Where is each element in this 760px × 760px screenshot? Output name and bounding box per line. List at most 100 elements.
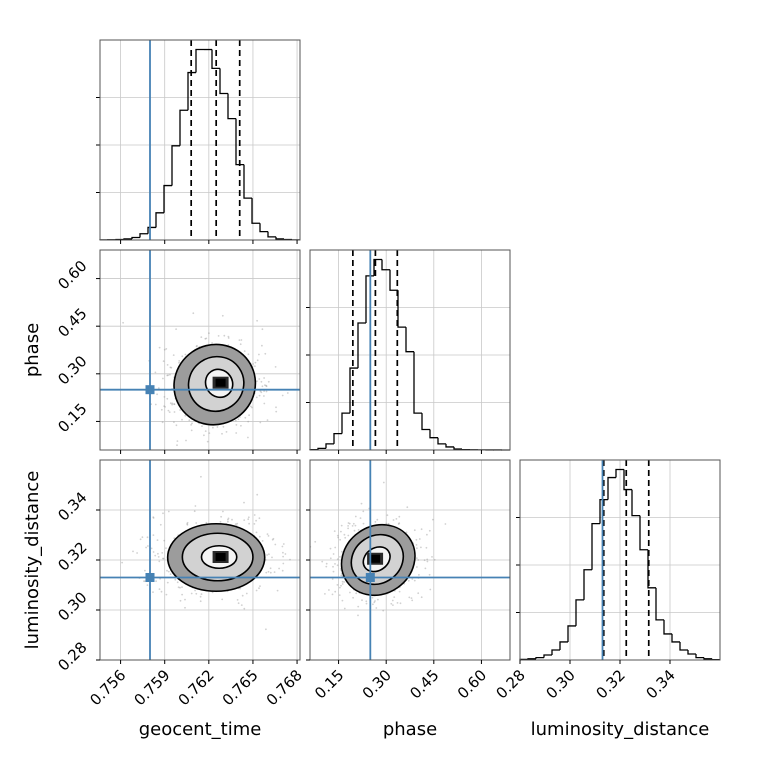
scatter-point bbox=[382, 609, 385, 612]
hist-panel-luminosity-distance bbox=[516, 459, 721, 661]
scatter-point bbox=[158, 588, 161, 590]
scatter-point bbox=[144, 569, 146, 572]
scatter-point bbox=[336, 534, 339, 537]
scatter-point bbox=[206, 440, 209, 443]
scatter-point bbox=[255, 589, 258, 592]
xtick-label-luminosity_distance-2: 0.32 bbox=[592, 666, 628, 702]
scatter-point bbox=[417, 592, 420, 595]
hist-bin-luminosity_distance-19 bbox=[671, 633, 680, 643]
scatter-point bbox=[267, 535, 270, 537]
hist-bin-luminosity_distance-11 bbox=[607, 476, 616, 500]
scatter-point bbox=[396, 602, 399, 604]
xtick-label-phase-0: 0.15 bbox=[311, 666, 347, 702]
scatter-point bbox=[222, 510, 224, 513]
scatter-point bbox=[203, 434, 205, 437]
hist-bin-luminosity_distance-4 bbox=[551, 649, 560, 655]
scatter-point bbox=[415, 544, 418, 546]
scatter-point bbox=[361, 599, 363, 602]
scatter-point bbox=[426, 533, 428, 536]
scatter-point bbox=[260, 391, 263, 394]
scatter-point bbox=[418, 538, 421, 540]
scatter-point bbox=[220, 515, 223, 518]
scatter-point bbox=[392, 519, 395, 521]
scatter-point bbox=[235, 432, 238, 434]
scatter-point bbox=[181, 355, 184, 358]
scatter-point bbox=[357, 529, 360, 531]
scatter-point bbox=[416, 566, 418, 568]
scatter-panel-phase-vs-geocent-time bbox=[99, 249, 301, 454]
scatter-point bbox=[211, 342, 214, 344]
scatter-point bbox=[365, 600, 368, 603]
scatter-point bbox=[410, 597, 413, 599]
scatter-point bbox=[397, 523, 400, 525]
hist-bin-geocent_time-21 bbox=[267, 231, 276, 238]
hist-bin-geocent_time-15 bbox=[219, 68, 228, 95]
scatter-point bbox=[167, 409, 170, 412]
scatter-point bbox=[181, 593, 184, 596]
scatter-point bbox=[258, 394, 261, 397]
scatter-point bbox=[161, 421, 164, 424]
scatter-point bbox=[256, 359, 259, 362]
scatter-point bbox=[184, 414, 187, 417]
scatter-point bbox=[263, 377, 265, 379]
scatter-point bbox=[219, 520, 222, 523]
scatter-point bbox=[253, 523, 256, 525]
hist-bin-phase-14 bbox=[421, 413, 430, 431]
scatter-point bbox=[247, 518, 250, 521]
scatter-point bbox=[406, 506, 409, 509]
hist-bin-phase-17 bbox=[445, 443, 454, 448]
scatter-point bbox=[136, 452, 138, 454]
scatter-point bbox=[162, 557, 165, 560]
scatter-point bbox=[290, 567, 292, 569]
scatter-point bbox=[398, 515, 401, 518]
scatter-point bbox=[143, 580, 145, 583]
scatter-point bbox=[184, 606, 186, 609]
scatter-point bbox=[162, 377, 164, 380]
scatter-point bbox=[255, 519, 257, 522]
scatter-point bbox=[332, 570, 335, 573]
scatter-point bbox=[343, 533, 346, 536]
scatter-point bbox=[348, 522, 351, 525]
scatter-point bbox=[392, 604, 394, 606]
scatter-point bbox=[162, 512, 164, 515]
xtick-label-phase-2: 0.45 bbox=[406, 666, 442, 702]
scatter-point bbox=[247, 420, 250, 423]
scatter-point bbox=[186, 523, 189, 525]
scatter-point bbox=[260, 380, 263, 383]
scatter-point bbox=[340, 574, 343, 577]
scatter-point bbox=[167, 570, 170, 573]
scatter-point bbox=[325, 565, 328, 568]
scatter-point bbox=[221, 598, 224, 601]
scatter-point bbox=[167, 374, 170, 377]
scatter-point bbox=[221, 432, 223, 435]
hist-bin-luminosity_distance-24 bbox=[711, 658, 720, 661]
scatter-point bbox=[184, 353, 187, 356]
xtick-label-geocent_time-3: 0.765 bbox=[219, 666, 262, 709]
scatter-point bbox=[413, 529, 416, 532]
scatter-point bbox=[377, 598, 379, 601]
scatter-point bbox=[159, 523, 162, 526]
scatter-point bbox=[289, 558, 291, 561]
scatter-point bbox=[169, 373, 171, 376]
scatter-point bbox=[281, 394, 284, 397]
scatter-point bbox=[420, 596, 423, 599]
xtick-label-luminosity_distance-0: 0.28 bbox=[492, 666, 528, 702]
scatter-point bbox=[341, 550, 343, 553]
xtick-label-geocent_time-4: 0.768 bbox=[263, 666, 306, 709]
hist-bin-geocent_time-14 bbox=[211, 49, 220, 70]
scatter-point bbox=[268, 553, 270, 556]
scatter-point bbox=[160, 408, 163, 411]
scatter-point bbox=[166, 569, 168, 572]
scatter-point bbox=[284, 553, 287, 555]
scatter-point bbox=[256, 319, 258, 322]
scatter-point bbox=[186, 523, 189, 526]
scatter-point bbox=[165, 348, 168, 350]
density-core-0 bbox=[215, 378, 226, 387]
scatter-point bbox=[272, 537, 275, 540]
scatter-point bbox=[261, 328, 264, 331]
scatter-point bbox=[343, 607, 346, 610]
scatter-point bbox=[146, 536, 149, 539]
scatter-point bbox=[241, 594, 244, 597]
scatter-point bbox=[222, 425, 225, 428]
scatter-point bbox=[236, 522, 239, 525]
